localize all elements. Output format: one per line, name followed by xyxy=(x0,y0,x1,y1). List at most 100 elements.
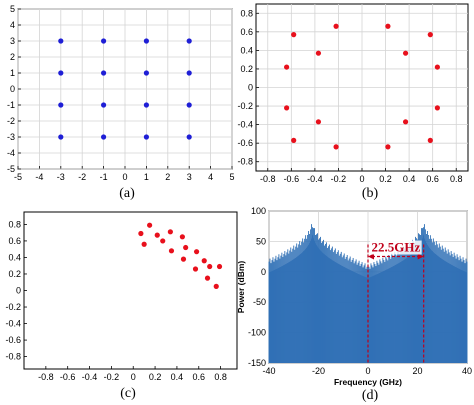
y-tick-label: 0.2 xyxy=(8,269,21,279)
y-tick-label: 0.4 xyxy=(240,45,253,55)
y-tick-label: -0.2 xyxy=(237,101,253,111)
data-point xyxy=(101,102,107,108)
y-tick-labels: 0.8 0.6 0.4 0.2 0 -0.2 -0.4 -0.6 -0.8 xyxy=(5,219,21,361)
data-point xyxy=(186,102,192,108)
annotation-label-bg xyxy=(370,240,422,255)
y-tick-label: 0.2 xyxy=(240,64,253,74)
y-tick-label: 0.6 xyxy=(240,27,253,37)
data-point xyxy=(101,70,107,76)
y-tick-label: 1 xyxy=(10,68,15,78)
data-point xyxy=(143,38,149,44)
x-tick-labels: -5 -4 -3 -2 -1 0 1 2 3 4 5 xyxy=(14,172,235,182)
y-tick-label: -150 xyxy=(248,358,266,368)
spectrum-envelope xyxy=(269,234,467,363)
y-tick-label: -0.6 xyxy=(237,138,253,148)
data-point xyxy=(186,70,192,76)
x-tick-label: -0.8 xyxy=(260,174,276,184)
data-point xyxy=(204,275,211,281)
y-tick-label: 0.8 xyxy=(8,219,21,229)
x-tick-label: -5 xyxy=(14,172,22,182)
y-tick-label: 50 xyxy=(256,236,266,246)
data-point xyxy=(315,119,322,125)
y-tick-label: 4 xyxy=(10,20,15,30)
x-tick-label: -0.2 xyxy=(104,372,120,382)
x-tick-label: 4 xyxy=(208,172,213,182)
data-point xyxy=(101,38,107,44)
data-point xyxy=(427,32,433,38)
data-point xyxy=(141,241,147,247)
data-point xyxy=(168,248,175,254)
y-tick-label: 100 xyxy=(251,206,266,216)
x-tick-label: 0.2 xyxy=(379,174,392,184)
data-point xyxy=(333,144,339,150)
panel-a-iq-constellation: -5 -4 -3 -2 -1 0 1 2 3 4 5 5 4 3 2 1 0 -1 -2 -3 -4 -5 (a) xyxy=(7,4,235,201)
x-tick-label: 2 xyxy=(165,172,170,182)
data-point xyxy=(58,70,64,76)
x-tick-label: 5 xyxy=(229,172,234,182)
x-tick-label: 0.4 xyxy=(171,372,184,382)
plot-frame xyxy=(23,211,238,370)
x-tick-label: 0 xyxy=(131,372,136,382)
x-tick-label: -40 xyxy=(262,366,275,376)
x-tick-label: 20 xyxy=(412,366,422,376)
x-tick-label: -0.6 xyxy=(60,372,76,382)
x-tick-label: 0 xyxy=(365,366,370,376)
y-tick-label: 2 xyxy=(10,52,15,62)
data-point xyxy=(101,134,107,140)
data-point xyxy=(192,266,199,272)
y-tick-label: -4 xyxy=(7,148,15,158)
y-tick-label: 5 xyxy=(10,4,15,14)
data-point xyxy=(427,137,433,143)
spacing-annotation: 22.5GHz xyxy=(367,240,425,363)
data-points xyxy=(284,23,440,150)
y-tick-labels: 100 50 0 -50 -100 -150 xyxy=(248,206,266,368)
data-point xyxy=(58,38,64,44)
spectrum-lines xyxy=(268,224,468,363)
y-tick-label: 3 xyxy=(10,36,15,46)
data-point xyxy=(201,258,207,264)
data-point xyxy=(186,134,192,140)
y-tick-label: 0 xyxy=(10,84,15,94)
x-tick-label: -0.4 xyxy=(307,174,323,184)
x-tick-labels: -40 -20 0 20 40 xyxy=(262,366,472,376)
x-tick-label: -0.8 xyxy=(38,372,54,382)
data-point xyxy=(154,232,160,238)
grid-lines xyxy=(256,4,468,171)
data-points xyxy=(58,38,192,140)
annotation-label: 22.5GHz xyxy=(371,240,420,255)
data-point xyxy=(143,102,149,108)
grid-lines xyxy=(17,8,233,170)
y-tick-label: 0.4 xyxy=(8,252,21,262)
y-tick-label: -2 xyxy=(7,116,15,126)
data-point xyxy=(284,105,290,111)
y-tick-labels: 5 4 3 2 1 0 -1 -2 -3 -4 -5 xyxy=(7,4,15,174)
x-tick-label: 0.8 xyxy=(450,174,463,184)
panel-caption: (d) xyxy=(362,388,379,403)
x-tick-label: -2 xyxy=(78,172,86,182)
data-point xyxy=(138,230,144,237)
data-point xyxy=(434,64,440,70)
data-point xyxy=(179,234,185,240)
x-tick-label: 0.4 xyxy=(403,174,416,184)
data-point xyxy=(58,102,64,108)
data-points xyxy=(138,222,223,289)
x-tick-label: 1 xyxy=(144,172,149,182)
x-tick-label: -1 xyxy=(100,172,108,182)
data-point xyxy=(58,134,64,140)
data-point xyxy=(167,229,173,235)
y-tick-label: -3 xyxy=(7,132,15,142)
panel-caption: (b) xyxy=(362,186,379,201)
x-tick-label: 0.8 xyxy=(214,372,227,382)
y-tick-label: -0.4 xyxy=(237,120,253,130)
data-point xyxy=(160,238,166,244)
x-tick-label: -0.2 xyxy=(331,174,347,184)
data-point xyxy=(385,23,391,29)
arrowhead xyxy=(368,253,374,260)
x-tick-label: 0.2 xyxy=(149,372,162,382)
y-tick-label: 0 xyxy=(248,83,253,93)
data-point xyxy=(143,70,149,76)
y-tick-label: 0.6 xyxy=(8,236,21,246)
data-point xyxy=(213,283,219,289)
data-point xyxy=(434,105,440,111)
